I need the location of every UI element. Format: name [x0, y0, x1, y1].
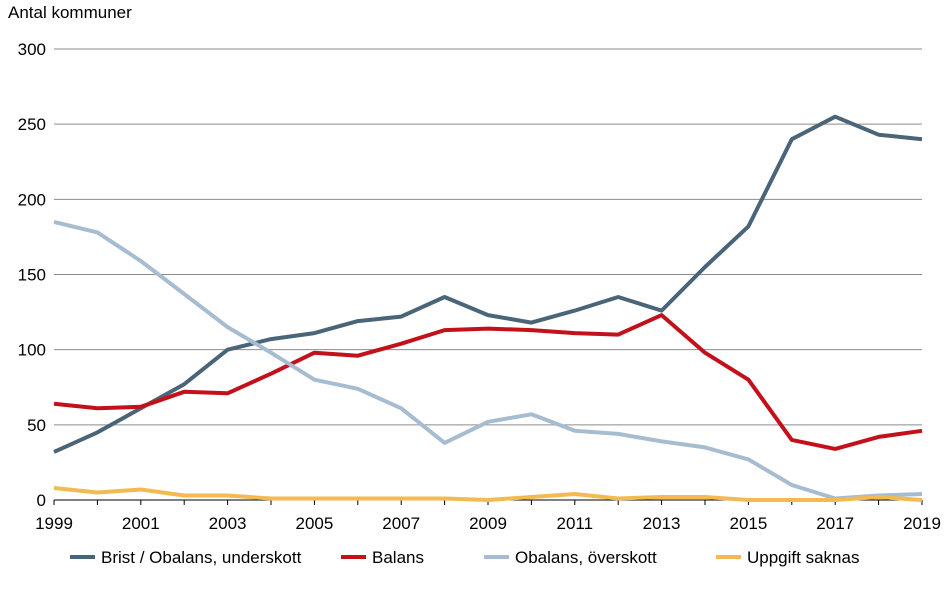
y-tick-label: 250	[18, 115, 46, 134]
legend-label-1: Balans	[372, 548, 424, 567]
x-tick-label: 2017	[816, 514, 854, 533]
x-tick-label: 2011	[557, 514, 594, 533]
legend-label-0: Brist / Obalans, underskott	[101, 548, 302, 567]
series-line-3	[53, 486, 923, 502]
x-tick-label: 2013	[643, 514, 681, 533]
y-tick-label: 150	[18, 266, 46, 285]
x-tick-label: 2005	[295, 514, 333, 533]
x-tick-label: 1999	[35, 514, 73, 533]
series-line-1	[53, 313, 923, 451]
series-line-2	[53, 219, 923, 501]
series-line-0	[53, 114, 923, 454]
y-tick-labels: 0 50 100 150 200 250 300	[18, 40, 46, 510]
y-tick-label: 50	[27, 416, 46, 435]
x-tick-label: 2003	[209, 514, 247, 533]
series-lines	[53, 114, 923, 502]
x-tick-label: 2001	[122, 514, 160, 533]
y-tick-label: 100	[18, 341, 46, 360]
gridlines	[54, 48, 922, 426]
legend-label-3: Uppgift saknas	[747, 548, 859, 567]
legend-label-2: Obalans, överskott	[515, 548, 657, 567]
x-tick-labels: 1999 2001 2003 2005 2007 2009 2011 2013 2015 2017…	[35, 514, 941, 533]
y-tick-label: 300	[18, 40, 46, 59]
x-tick-label: 2019	[903, 514, 941, 533]
y-tick-label: 0	[37, 491, 46, 510]
x-tick-label: 2007	[382, 514, 420, 533]
legend: Brist / Obalans, underskott Balans Obalans…	[70, 548, 859, 567]
x-tick-label: 2009	[469, 514, 507, 533]
x-tick-label: 2015	[729, 514, 767, 533]
y-tick-label: 200	[18, 190, 46, 209]
y-axis-label: Antal kommuner	[8, 3, 132, 22]
